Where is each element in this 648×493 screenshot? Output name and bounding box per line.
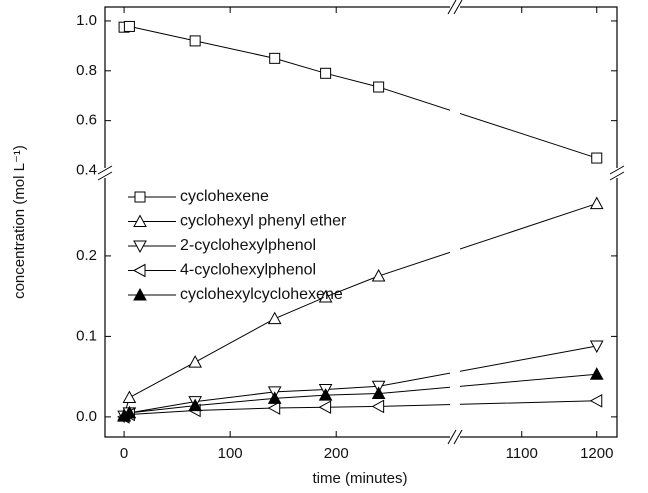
marker	[267, 401, 281, 415]
marker	[189, 35, 201, 47]
legend: cyclohexene cyclohexyl phenyl ether 2-cycl…	[128, 188, 347, 303]
axis-break	[609, 171, 625, 181]
marker	[122, 390, 137, 404]
marker	[188, 398, 202, 412]
legend-label: cyclohexylcyclohexene	[180, 286, 343, 303]
marker	[591, 152, 603, 164]
legend-label: 2-cyclohexylphenol	[180, 237, 316, 254]
axis-break	[100, 168, 110, 178]
y-tick-label: 1.0	[76, 12, 97, 29]
marker	[133, 240, 147, 254]
x-tick-label: 200	[324, 445, 349, 462]
axis-break	[450, 432, 460, 442]
marker	[318, 388, 333, 401]
axis-break	[97, 165, 113, 175]
x-tick-label: 100	[218, 445, 243, 462]
axis-break	[453, 0, 463, 15]
x-tick-label: 0	[120, 445, 128, 462]
marker	[318, 400, 332, 415]
y-axis-title: concentration (mol L⁻¹)	[11, 145, 28, 299]
marker	[132, 263, 146, 278]
marker	[318, 289, 333, 303]
y-tick-label: 0.2	[76, 247, 97, 264]
axis-break	[450, 2, 460, 12]
y-tick-label: 0.0	[76, 408, 97, 425]
marker	[589, 196, 604, 210]
marker	[122, 405, 137, 419]
marker	[589, 340, 604, 354]
marker	[267, 391, 282, 404]
x-axis-title: time (minutes)	[312, 470, 407, 487]
marker	[133, 214, 147, 227]
axis-break	[612, 168, 622, 178]
axis-break	[453, 429, 463, 445]
legend-label: 4-cyclohexylphenol	[180, 262, 316, 279]
series-line	[123, 203, 597, 416]
marker	[373, 81, 385, 93]
marker	[133, 287, 147, 301]
marker	[188, 355, 202, 368]
marker	[320, 67, 332, 79]
y-tick-label: 0.6	[76, 112, 97, 129]
y-tick-label: 0.1	[76, 327, 97, 344]
axis-break	[447, 0, 457, 15]
legend-label: cyclohexene	[180, 188, 269, 205]
axis-break	[97, 171, 113, 181]
axis-break-gap	[106, 169, 616, 177]
x-tick-label: 1100	[506, 445, 538, 462]
marker	[267, 311, 282, 325]
axis-break	[609, 165, 625, 175]
marker	[589, 367, 604, 380]
plot-frame	[104, 6, 618, 438]
marker	[134, 191, 146, 203]
axis-break	[447, 429, 457, 445]
marker	[269, 52, 281, 64]
marker	[371, 386, 386, 400]
legend-label: cyclohexyl phenyl ether	[180, 213, 347, 230]
x-tick-label: 1200	[580, 445, 613, 462]
marker	[589, 393, 603, 408]
marker	[371, 399, 385, 414]
y-tick-label: 0.4	[76, 161, 97, 178]
marker	[371, 268, 386, 282]
marker	[123, 20, 135, 32]
axis-break-gap	[450, 8, 460, 436]
y-tick-label: 0.8	[76, 62, 97, 79]
